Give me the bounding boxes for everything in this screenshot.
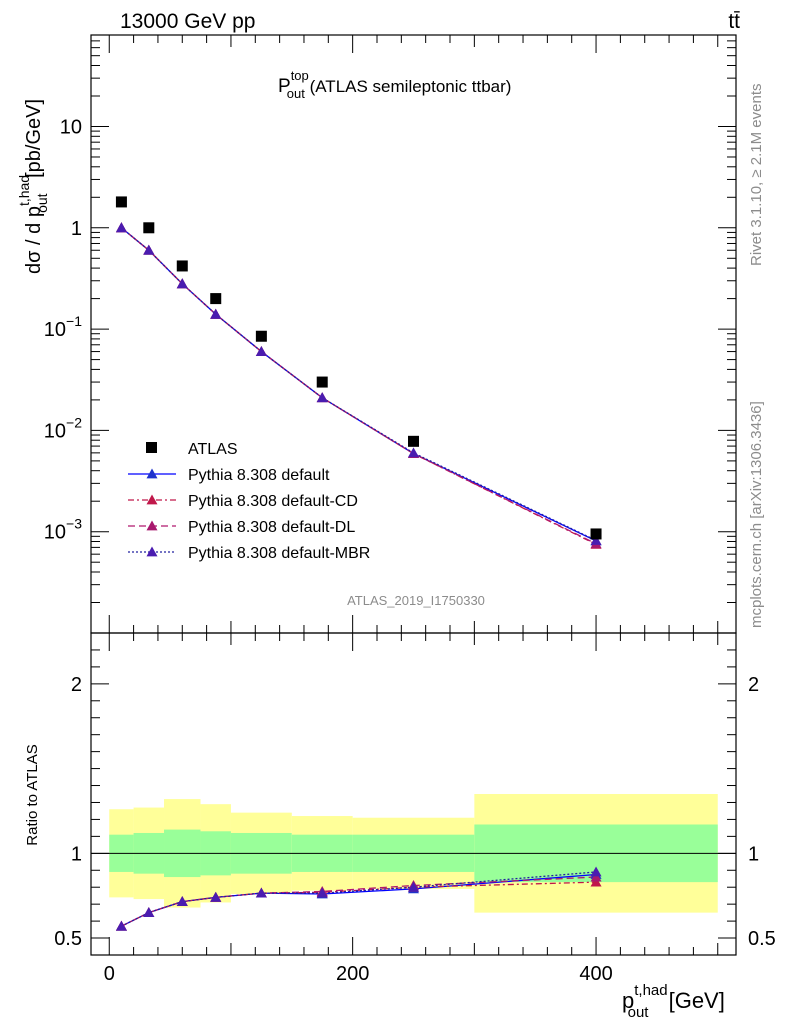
series-point <box>176 278 188 289</box>
ratio-point <box>176 896 188 907</box>
data-point <box>255 330 267 342</box>
ratio-point <box>316 887 328 898</box>
xlabel-sup: t,had <box>634 982 667 999</box>
data-point <box>408 435 419 447</box>
legend: ATLAS Pythia 8.308 default Pythia 8.308 de… <box>128 441 370 562</box>
mcplots-label: mcplots.cern.ch [arXiv:1306.3436] <box>748 401 765 628</box>
process-label: tt̄ <box>728 10 740 33</box>
y-tick-label: 10−1 <box>44 313 82 341</box>
legend-marker <box>146 494 158 505</box>
plot-title: Ptop out (ATLAS semileptonic ttbar) <box>278 68 511 101</box>
ratio-point <box>210 891 222 902</box>
ratio-point <box>143 907 155 918</box>
x-tick-label: 0 <box>104 963 115 985</box>
main-frame <box>90 34 737 634</box>
series-point <box>115 222 127 233</box>
data-point <box>176 260 188 272</box>
series-line <box>121 227 597 542</box>
ratio-point <box>408 881 419 892</box>
legend-marker <box>146 546 158 557</box>
y-tick-label-base: 1 <box>71 218 82 240</box>
x-axis-label: pt,had out [GeV] <box>622 982 725 1021</box>
legend-label: Pythia 8.308 default-MBR <box>188 545 370 562</box>
series-point <box>590 534 602 545</box>
ylabel-pre: dσ / d p <box>23 206 45 274</box>
ratio-point <box>590 871 602 882</box>
legend-marker <box>146 520 158 531</box>
ratio-tick-label-left: 1 <box>71 843 82 865</box>
x-tick-label: 400 <box>579 963 612 985</box>
ylabel-unit: [pb/GeV] <box>23 99 45 184</box>
title-rest: (ATLAS semileptonic ttbar) <box>305 77 512 96</box>
series-point <box>408 447 419 458</box>
y-tick-label-exp: −1 <box>66 313 82 329</box>
y-tick-label: 1 <box>71 218 82 240</box>
y-tick-label: 10−2 <box>44 414 82 442</box>
ratio-tick-label-left: 0.5 <box>54 928 82 950</box>
legend-marker <box>146 468 158 479</box>
xlabel-sub: out <box>628 1004 650 1021</box>
legend-label: Pythia 8.308 default-CD <box>188 493 358 510</box>
data-point <box>316 376 328 388</box>
xlabel-main: p <box>622 988 634 1013</box>
y-tick-label: 10−3 <box>44 516 82 544</box>
data-point <box>210 293 222 305</box>
title-sup: top <box>291 68 309 83</box>
y-axis-label: dσ / d pt,had out [pb/GeV] <box>16 99 50 274</box>
ratio-tick-label-right: 1 <box>748 843 759 865</box>
analysis-watermark: ATLAS_2019_I1750330 <box>347 593 485 608</box>
series-point <box>255 346 267 356</box>
ratio-line <box>121 871 597 927</box>
legend-marker-data <box>146 442 157 453</box>
series-point <box>210 308 222 319</box>
ratio-panel: 0.5 0.5 1 1 2 2 0 200 400 Ratio to ATLAS <box>24 632 776 985</box>
series-point <box>316 392 328 403</box>
y-tick-label: 10 <box>60 116 82 138</box>
ratio-point <box>115 920 127 931</box>
ratio-frame <box>90 632 737 956</box>
ratio-y-label: Ratio to ATLAS <box>24 744 41 845</box>
energy-label: 13000 GeV pp <box>120 10 255 33</box>
ratio-point <box>255 887 267 898</box>
title-main: P <box>278 76 291 97</box>
ratio-marks <box>115 866 602 931</box>
y-tick-label-base: 10 <box>44 420 66 442</box>
ratio-ticks: 0.5 0.5 1 1 2 2 0 200 400 <box>54 632 776 985</box>
y-tick-label-base: 10 <box>44 319 66 341</box>
ratio-point <box>590 866 602 877</box>
ylabel-sub: out <box>34 193 50 213</box>
legend-label: Pythia 8.308 default-DL <box>188 519 355 536</box>
series-point <box>143 244 155 255</box>
legend-label: Pythia 8.308 default <box>188 467 330 484</box>
y-tick-label-base: 10 <box>60 116 82 138</box>
y-tick-label-exp: −3 <box>66 516 82 532</box>
x-tick-label: 200 <box>336 963 369 985</box>
ratio-tick-label-right: 0.5 <box>748 928 776 950</box>
y-tick-label-base: 10 <box>44 522 66 544</box>
ratio-point <box>590 876 602 887</box>
ratio-tick-label-left: 2 <box>71 674 82 696</box>
main-marks <box>115 196 602 549</box>
legend-label-data: ATLAS <box>188 441 238 458</box>
title-sub: out <box>287 86 305 101</box>
y-tick-label-exp: −2 <box>66 414 82 430</box>
data-point <box>115 196 127 208</box>
data-point <box>143 222 155 234</box>
xlabel-unit: [GeV] <box>662 988 724 1013</box>
data-point <box>590 528 602 540</box>
rivet-label: Rivet 3.1.10, ≥ 2.1M events <box>748 84 765 267</box>
ratio-tick-label-right: 2 <box>748 674 759 696</box>
ylabel-sup: t,had <box>16 175 32 206</box>
